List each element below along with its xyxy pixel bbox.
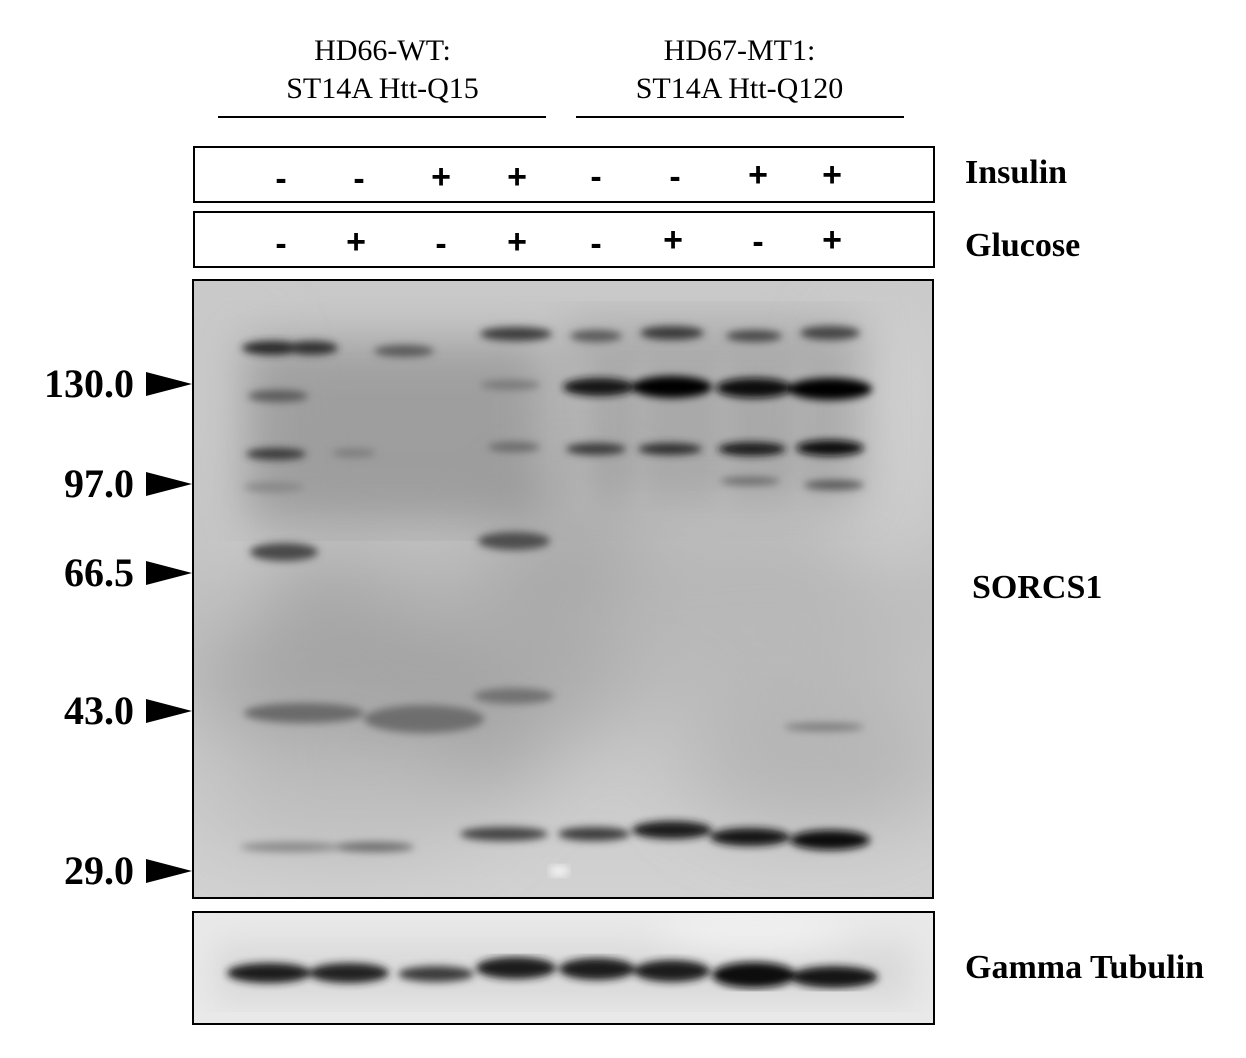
- insulin-sign-lane6: -: [669, 158, 681, 196]
- insulin-sign-lane4: +: [507, 158, 527, 196]
- glucose-label: Glucose: [965, 227, 1081, 264]
- insulin-row-box: - - + + - - + +: [193, 146, 935, 203]
- group-mt-line2: ST14A Htt-Q120: [635, 72, 844, 105]
- glucose-sign-lane7: -: [752, 223, 764, 261]
- insulin-sign-lane3: +: [431, 158, 451, 196]
- group-label-wt: HD66-WT: ST14A Htt-Q15: [220, 32, 545, 108]
- sorcs1-blot-image: [192, 279, 934, 899]
- glucose-row-box: - + - + - + - +: [193, 211, 935, 268]
- glucose-sign-lane2: +: [346, 223, 366, 261]
- mw-marker-29: 29.0: [0, 851, 192, 891]
- insulin-sign-lane7: +: [748, 156, 768, 194]
- marker-arrow-icon: [146, 472, 192, 496]
- marker-arrow-icon: [146, 859, 192, 883]
- mw-marker-130-value: 130.0: [44, 361, 134, 406]
- mw-marker-130: 130.0: [0, 364, 192, 404]
- gamma-tubulin-label: Gamma Tubulin: [965, 949, 1205, 986]
- mw-marker-66: 66.5: [0, 553, 192, 593]
- group-wt-line2: ST14A Htt-Q15: [286, 72, 479, 105]
- insulin-sign-lane5: -: [590, 158, 602, 196]
- mw-marker-43-value: 43.0: [64, 688, 134, 733]
- insulin-label: Insulin: [965, 154, 1068, 191]
- insulin-sign-lane1: -: [275, 160, 287, 198]
- glucose-sign-lane1: -: [275, 225, 287, 263]
- group-underline-wt: [218, 116, 546, 118]
- marker-arrow-icon: [146, 561, 192, 585]
- insulin-sign-lane8: +: [822, 156, 842, 194]
- glucose-sign-lane8: +: [822, 221, 842, 259]
- insulin-sign-lane2: -: [353, 160, 365, 198]
- marker-arrow-icon: [146, 699, 192, 723]
- mw-marker-43: 43.0: [0, 691, 192, 731]
- mw-marker-97: 97.0: [0, 464, 192, 504]
- glucose-sign-lane5: -: [590, 225, 602, 263]
- gamma-tubulin-blot-image: [192, 911, 935, 1025]
- mw-marker-66-value: 66.5: [64, 550, 134, 595]
- group-wt-line1: HD66-WT:: [314, 34, 451, 67]
- group-underline-mt: [576, 116, 904, 118]
- sorcs1-label: SORCS1: [972, 569, 1103, 606]
- mw-marker-97-value: 97.0: [64, 461, 134, 506]
- glucose-sign-lane6: +: [663, 221, 683, 259]
- group-mt-line1: HD67-MT1:: [663, 34, 816, 67]
- marker-arrow-icon: [146, 372, 192, 396]
- group-label-mt: HD67-MT1: ST14A Htt-Q120: [577, 32, 902, 108]
- glucose-sign-lane4: +: [507, 223, 527, 261]
- mw-marker-29-value: 29.0: [64, 848, 134, 893]
- glucose-sign-lane3: -: [435, 225, 447, 263]
